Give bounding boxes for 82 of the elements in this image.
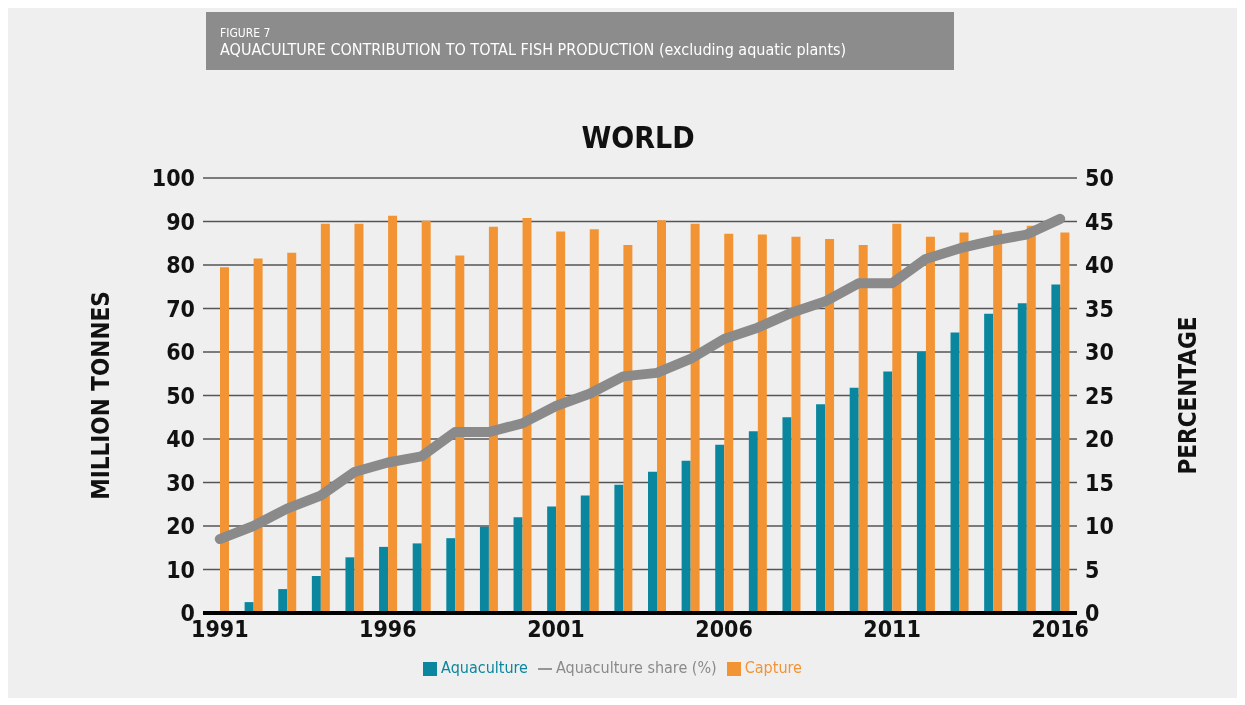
x-tick-label: 2006	[695, 616, 753, 643]
legend-label: Capture	[744, 658, 802, 677]
y-tick-label: 90	[166, 208, 195, 235]
bar	[556, 231, 566, 613]
bar	[681, 460, 691, 613]
x-tick-label: 2001	[527, 616, 585, 643]
legend-label: Aquaculture	[441, 658, 528, 677]
bar	[345, 557, 355, 613]
y2-tick-label: 25	[1085, 382, 1114, 409]
y-axis-title: MILLION TONNES	[86, 291, 115, 500]
bar	[892, 223, 902, 613]
bar	[1026, 225, 1036, 613]
bar	[984, 313, 994, 613]
y-tick-label: 10	[166, 556, 195, 583]
y-tick-label: 100	[151, 165, 195, 192]
bar	[220, 267, 229, 613]
y-tick-label: 40	[166, 426, 195, 453]
bar	[858, 244, 868, 613]
bar	[320, 223, 330, 613]
bar	[446, 538, 456, 613]
bar	[278, 589, 288, 613]
y2-axis-title: PERCENTAGE	[1173, 316, 1202, 475]
bar	[479, 526, 489, 613]
bar	[993, 230, 1003, 613]
bar	[287, 252, 297, 613]
bar	[724, 233, 734, 613]
bar	[849, 387, 859, 613]
bar	[916, 352, 926, 613]
bar	[1017, 303, 1027, 613]
bar	[379, 546, 389, 613]
y-tick-label: 50	[166, 382, 195, 409]
bar	[253, 258, 263, 613]
y-tick-label: 20	[166, 513, 195, 540]
y2-tick-label: 20	[1085, 426, 1114, 453]
bar	[950, 332, 960, 613]
bar	[354, 223, 364, 613]
y2-tick-label: 5	[1085, 556, 1100, 583]
bar	[522, 218, 532, 613]
y-tick-label: 80	[166, 252, 195, 279]
x-tick-label: 1996	[359, 616, 417, 643]
y2-tick-label: 35	[1085, 295, 1114, 322]
bar	[782, 417, 792, 613]
y-tick-label: 70	[166, 295, 195, 322]
bar	[421, 220, 431, 613]
bar	[883, 371, 893, 613]
y2-tick-label: 40	[1085, 252, 1114, 279]
bar	[1051, 284, 1061, 613]
bar	[690, 223, 700, 613]
bar	[757, 234, 767, 613]
bar	[513, 517, 523, 613]
bar	[791, 236, 801, 613]
y2-tick-label: 15	[1085, 469, 1114, 496]
bar	[648, 471, 657, 613]
bar	[488, 226, 498, 613]
bar	[580, 495, 590, 613]
bar	[623, 244, 633, 613]
bar	[547, 506, 557, 613]
y2-tick-label: 30	[1085, 339, 1114, 366]
y2-tick-label: 45	[1085, 208, 1114, 235]
bar	[455, 255, 465, 613]
x-tick-label: 2011	[863, 616, 921, 643]
text: AQUACULTURE CONTRIBUTION TO TOTAL FISH PRODUCTION (excluding aquatic plants)	[220, 40, 848, 60]
bar	[657, 220, 666, 613]
bar	[589, 229, 599, 613]
chart-title: WORLD	[580, 120, 696, 155]
bar	[959, 232, 969, 613]
bar	[825, 238, 835, 613]
bar	[388, 215, 398, 613]
caption: FIGURE 7	[220, 26, 272, 40]
y2-tick-label: 50	[1085, 165, 1114, 192]
legend-label: Aquaculture share (%)	[555, 658, 717, 677]
bar	[1060, 232, 1070, 613]
bar	[748, 431, 758, 613]
y-tick-label: 60	[166, 339, 195, 366]
y2-tick-label: 10	[1085, 513, 1114, 540]
bar	[412, 543, 422, 613]
bar	[925, 236, 935, 613]
bar	[311, 576, 321, 613]
bar	[614, 484, 624, 613]
bar	[816, 404, 826, 613]
y-tick-label: 30	[166, 469, 195, 496]
bar	[715, 444, 725, 613]
